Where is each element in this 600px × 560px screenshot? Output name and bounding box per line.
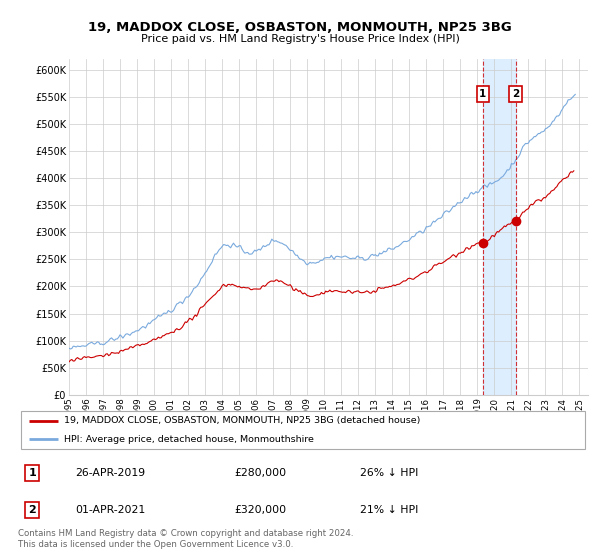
Text: Contains HM Land Registry data © Crown copyright and database right 2024.
This d: Contains HM Land Registry data © Crown c…: [18, 529, 353, 549]
Text: Price paid vs. HM Land Registry's House Price Index (HPI): Price paid vs. HM Land Registry's House …: [140, 34, 460, 44]
Text: 21% ↓ HPI: 21% ↓ HPI: [360, 505, 418, 515]
Text: 1: 1: [479, 89, 487, 99]
Text: 2: 2: [28, 505, 36, 515]
Text: 26-APR-2019: 26-APR-2019: [75, 468, 145, 478]
Text: 19, MADDOX CLOSE, OSBASTON, MONMOUTH, NP25 3BG: 19, MADDOX CLOSE, OSBASTON, MONMOUTH, NP…: [88, 21, 512, 34]
Text: £280,000: £280,000: [235, 468, 287, 478]
Text: 26% ↓ HPI: 26% ↓ HPI: [360, 468, 418, 478]
Text: 19, MADDOX CLOSE, OSBASTON, MONMOUTH, NP25 3BG (detached house): 19, MADDOX CLOSE, OSBASTON, MONMOUTH, NP…: [64, 416, 420, 425]
Text: £320,000: £320,000: [235, 505, 287, 515]
Text: 2: 2: [512, 89, 520, 99]
Text: HPI: Average price, detached house, Monmouthshire: HPI: Average price, detached house, Monm…: [64, 435, 313, 444]
Bar: [483, 59, 515, 395]
FancyBboxPatch shape: [21, 411, 585, 449]
Text: 1: 1: [28, 468, 36, 478]
Text: 01-APR-2021: 01-APR-2021: [75, 505, 145, 515]
